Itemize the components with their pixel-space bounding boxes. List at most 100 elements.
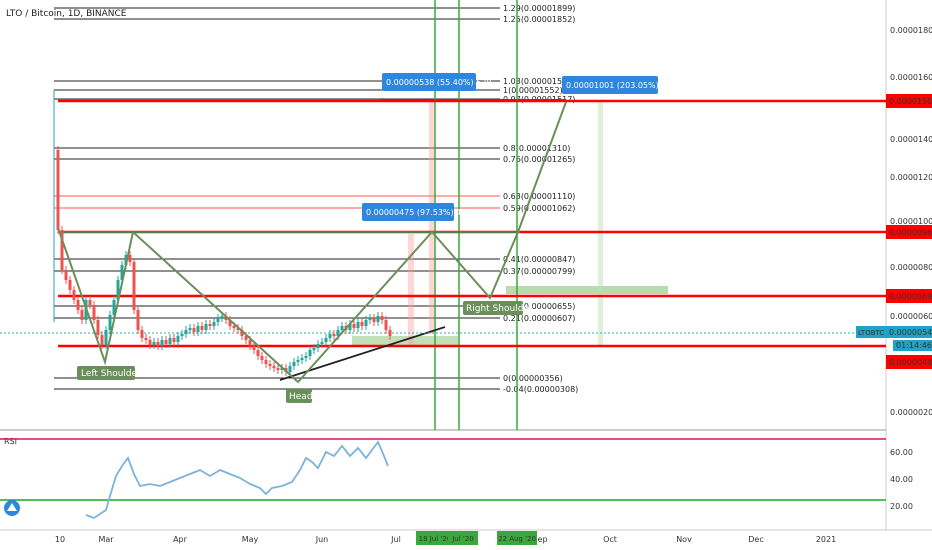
candle-body — [100, 335, 104, 345]
candle-body — [256, 350, 260, 356]
countdown-badge-text: 01:14:46 — [896, 341, 932, 350]
fib-label: 1.03(0.00001587) — [503, 77, 575, 86]
candle-body — [232, 326, 236, 328]
fib-label: 0.63(0.00001110) — [503, 192, 575, 201]
time-tick-label: 10 — [55, 535, 65, 544]
candle-body — [64, 270, 68, 280]
price-level-badge-text: 0.00000698 — [889, 292, 932, 301]
time-tick-label: Apr — [173, 535, 188, 544]
time-marker-badge-text: 22 Aug '20 — [498, 535, 536, 543]
time-tick-label: Oct — [603, 535, 617, 544]
candle-body — [316, 344, 320, 348]
candle-body — [268, 364, 272, 366]
fib-label: 1.25(0.00001852) — [503, 15, 575, 24]
candle-body — [312, 348, 316, 350]
candle-body — [128, 255, 132, 262]
candle-body — [168, 338, 172, 344]
candle-body — [192, 328, 196, 332]
candle-body — [92, 305, 96, 320]
candle-body — [144, 338, 148, 340]
candle-body — [224, 316, 228, 320]
candle-body — [388, 330, 392, 336]
fib-label: 0.8(0.00001310) — [503, 144, 570, 153]
time-tick-label: Nov — [676, 535, 692, 544]
time-tick-label: Dec — [748, 535, 763, 544]
price-level-badge — [886, 94, 932, 108]
candle-body — [304, 356, 308, 358]
candle-body — [76, 300, 80, 310]
candle-body — [188, 328, 192, 330]
candle-body — [308, 350, 312, 356]
fib-label: 0(0.00000356) — [503, 374, 563, 383]
candle-body — [116, 280, 120, 300]
candle-body — [56, 150, 60, 230]
candle-body — [376, 316, 380, 322]
candle-body — [380, 316, 384, 320]
time-tick-label: Sep — [532, 535, 547, 544]
rsi-tick-label: 40.00 — [890, 475, 913, 484]
candle-body — [320, 342, 324, 344]
candle-body — [360, 322, 364, 326]
price-axis-panel[interactable] — [886, 0, 932, 530]
price-level-badge — [886, 355, 932, 369]
time-marker-badge — [416, 531, 454, 545]
candle-body — [172, 338, 176, 342]
candle-body — [132, 262, 136, 310]
candle-body — [264, 360, 268, 364]
candle-body — [176, 336, 180, 342]
fib-label: 0.41(0.00000847) — [503, 255, 575, 264]
fib-label: 0.21(0.00000607) — [503, 314, 575, 323]
candle-body — [120, 265, 124, 280]
chart-title: LTO / Bitcoin, 1D, BINANCE — [6, 9, 127, 19]
time-tick-label: Jun — [315, 535, 329, 544]
symbol-badge-text: LTOBTC — [858, 329, 884, 337]
candle-body — [204, 324, 208, 330]
candle-body — [364, 320, 368, 326]
candle-body — [288, 366, 292, 372]
time-axis[interactable]: 10 Mar Apr May Jun Jul Sep Oct Nov Dec 2021 18 Jul … — [55, 531, 836, 545]
candle-body — [200, 326, 204, 330]
candle-body — [112, 300, 116, 315]
candle-body — [356, 322, 360, 328]
rsi-tick-label: 60.00 — [890, 448, 913, 457]
candle-body — [208, 324, 212, 326]
candle-body — [228, 320, 232, 326]
svg-text:Right Shoulder: Right Shoulder — [466, 304, 533, 314]
fib-label: 0.59(0.00001062) — [503, 204, 575, 213]
breakout-zone — [352, 336, 458, 346]
candle-body — [240, 330, 244, 336]
target-zone — [506, 286, 668, 294]
candle-body — [292, 362, 296, 366]
candle-body — [196, 326, 200, 332]
candle-body — [148, 340, 152, 345]
rsi-label: RSI — [4, 437, 17, 446]
candle-body — [156, 342, 160, 346]
candle-body — [280, 368, 284, 370]
symbol-badge — [856, 326, 888, 338]
measure-callout-1: 0.00000538 (55.40%) 538 — [382, 73, 491, 91]
measure-callout-3: 0.00000475 (97.53%) 475 — [362, 203, 471, 221]
candle-body — [96, 320, 100, 335]
tradingview-logo-icon[interactable] — [4, 500, 20, 516]
measure-callout-2: 0.00001001 (203.05%) 1001 — [562, 76, 682, 94]
fib-label: 0.76(0.00001265) — [503, 155, 575, 164]
measure-bar-green — [598, 102, 603, 346]
svg-text:0.00001001 (203.05%) 1001: 0.00001001 (203.05%) 1001 — [566, 81, 682, 90]
candle-body — [332, 334, 336, 336]
fib-label: -0.04(0.00000308) — [503, 385, 578, 394]
svg-text:Head: Head — [289, 392, 313, 402]
measure-bar-red — [408, 234, 414, 346]
time-marker-badge-text: Jul '20 — [451, 535, 474, 543]
candle-body — [352, 324, 356, 328]
pattern-path — [57, 101, 567, 384]
candle-body — [300, 358, 304, 360]
svg-text:0.00000538 (55.40%) 538: 0.00000538 (55.40%) 538 — [386, 78, 491, 87]
candle-body — [276, 368, 280, 370]
rsi-pane[interactable]: RSI — [0, 437, 886, 520]
